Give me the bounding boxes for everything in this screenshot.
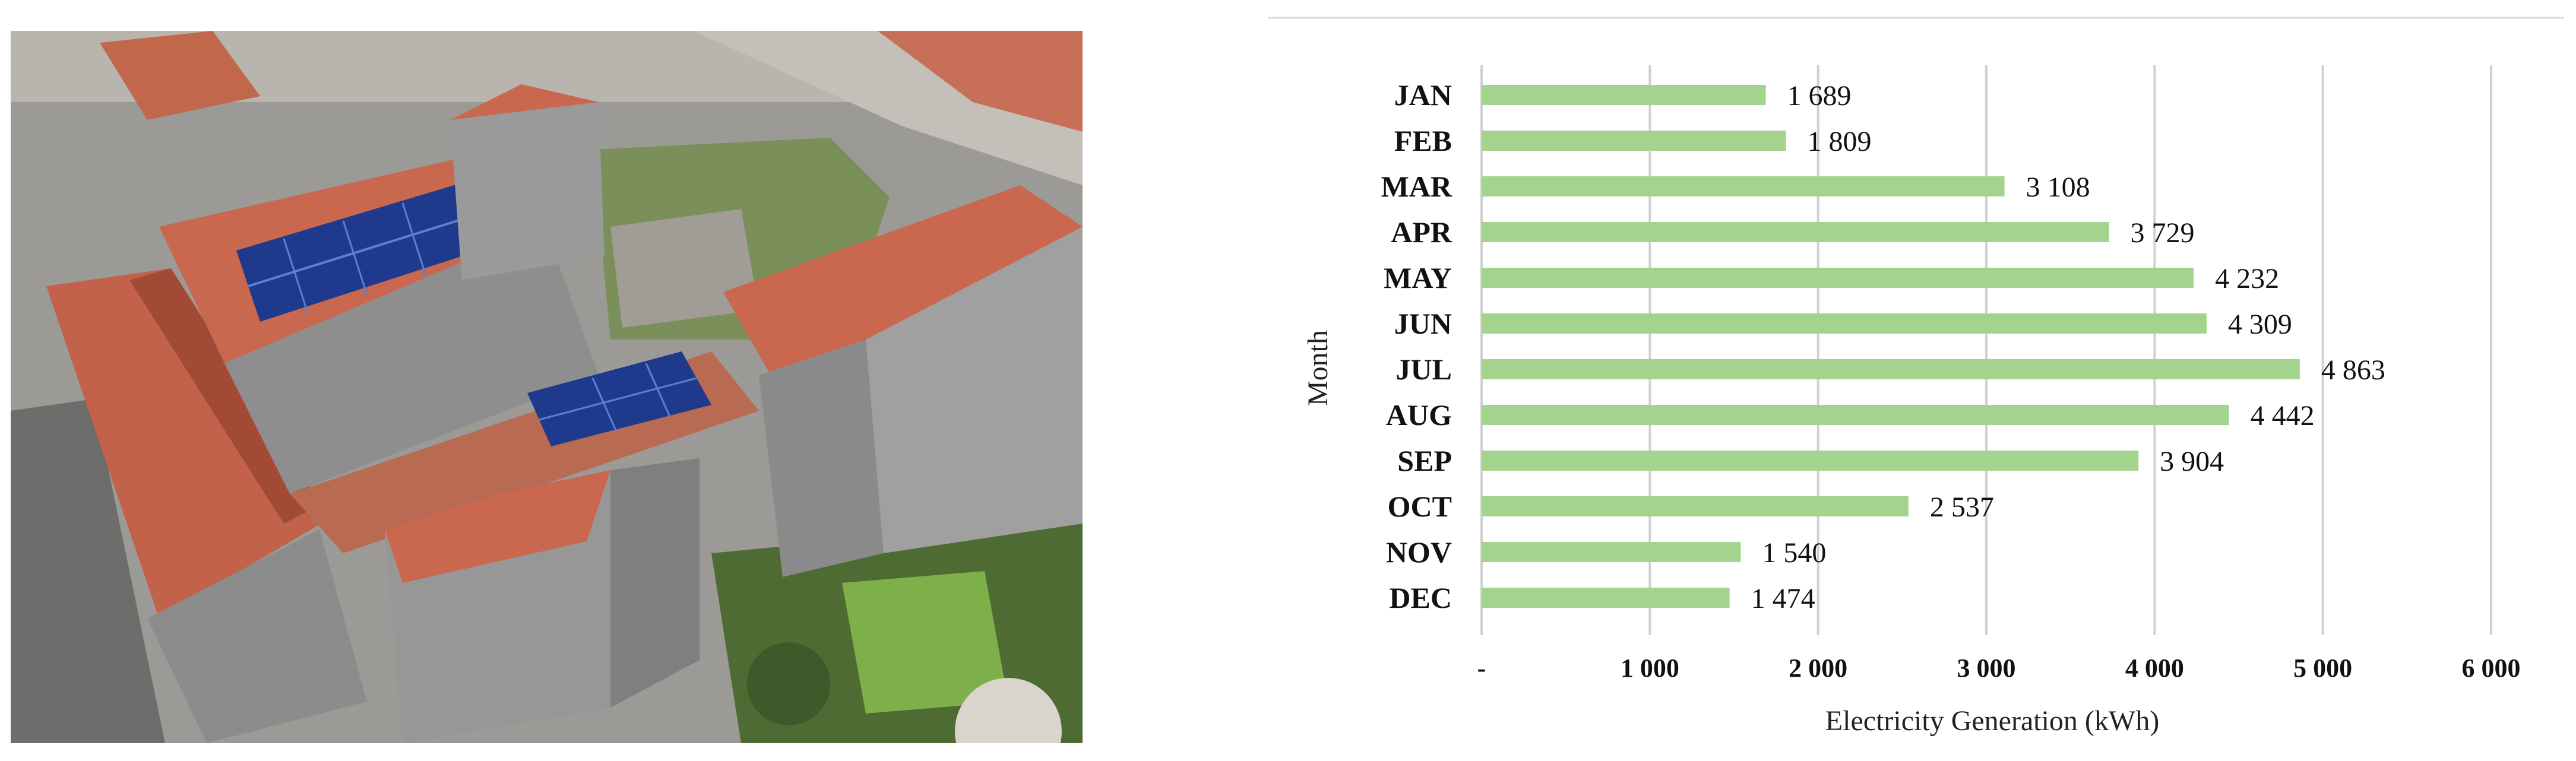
value-label: 1 809 [1808,126,1872,157]
bar-apr [1482,222,2109,242]
bar-oct [1482,496,1909,516]
value-label: 1 540 [1762,537,1826,569]
x-axis-title: Electricity Generation (kWh) [1825,705,2159,737]
category-label: APR [1391,215,1452,249]
value-label: 3 904 [2160,446,2224,477]
street-left [11,399,165,743]
bars [1482,85,2300,608]
value-label: 4 309 [2228,309,2292,340]
x-tick-label: 5 000 [2293,654,2352,683]
x-tick-label: 3 000 [1957,654,2016,683]
tower-roof [450,84,599,120]
value-label: 3 729 [2131,217,2195,249]
bar-jun [1482,313,2207,334]
facade-upper-block [224,227,599,494]
category-label: JUL [1396,353,1452,386]
solar-array-middle [527,351,711,446]
bar-mar [1482,176,2005,196]
value-label: 2 537 [1930,492,1994,523]
round-plaza [955,678,1062,743]
value-label: 4 863 [2321,354,2385,386]
category-label: MAR [1381,170,1452,203]
roof-background [878,31,1083,132]
x-tick-label: 2 000 [1789,654,1847,683]
roof-background [100,31,260,120]
category-label: JAN [1394,78,1452,112]
roof-lower-center [385,470,610,583]
aerial-building-image [11,31,1083,743]
category-label: NOV [1386,535,1452,569]
value-label: 4 442 [2251,400,2315,432]
facade-right-block [759,340,884,577]
category-label: JUN [1394,307,1452,340]
category-label: FEB [1394,124,1452,157]
category-label: DEC [1389,581,1452,614]
value-label: 1 474 [1751,583,1815,614]
tower-upper [450,102,605,280]
bar-nov [1482,542,1741,562]
bar-jan [1482,85,1766,105]
gridlines [1480,65,2492,635]
bar-feb [1482,131,1786,151]
facade-lower-side [610,458,700,708]
category-label: MAY [1384,261,1452,294]
value-label: 1 689 [1787,80,1852,112]
x-tick-label: 1 000 [1621,654,1679,683]
bar-sep [1482,451,2139,471]
labels: - 1 000 2 000 3 000 4 000 5 000 6 000 JAN 1 689 F… [1381,78,2521,683]
value-label: 3 108 [2026,172,2090,203]
y-axis-title: Month [1302,330,1334,406]
bar-may [1482,268,2194,288]
parking-lot [610,209,759,328]
category-label: AUG [1386,398,1452,432]
category-label: SEP [1397,444,1452,477]
roof-left-wing [46,268,331,619]
tree [747,642,830,725]
lawn [842,571,1008,714]
x-tick-label: 6 000 [2462,654,2521,683]
category-label: OCT [1388,490,1452,523]
solar-array-upper [236,179,498,322]
roof-ridge-shadow [129,268,319,524]
bar-dec [1482,588,1730,608]
bar-jul [1482,359,2300,379]
facade-right-side [866,227,1083,553]
chart-panel: - 1 000 2 000 3 000 4 000 5 000 6 000 JAN 1 689 F… [1268,17,2564,743]
x-tick-label: 4 000 [2125,654,2184,683]
bar-aug [1482,405,2229,425]
x-tick-label: - [1477,654,1486,683]
bar-chart: - 1 000 2 000 3 000 4 000 5 000 6 000 JAN 1 689 F… [1268,17,2564,737]
facade-lower-left [147,529,367,743]
value-label: 4 232 [2215,263,2279,294]
